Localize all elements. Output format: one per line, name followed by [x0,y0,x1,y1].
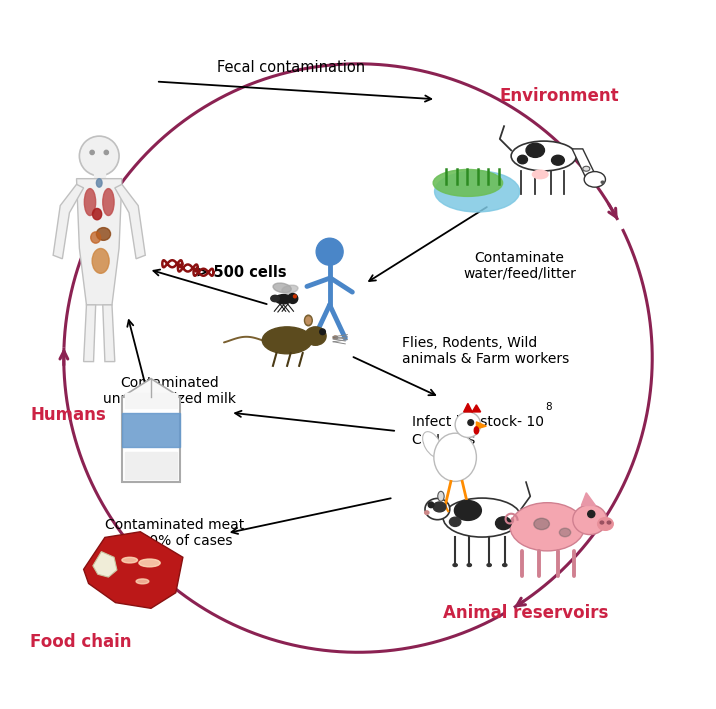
Text: Animal reservoirs: Animal reservoirs [443,604,609,623]
Ellipse shape [434,433,476,481]
Text: Contaminated
unpasteurized milk: Contaminated unpasteurized milk [103,376,236,406]
Ellipse shape [306,317,311,324]
Text: Contaminated meat
60-80% of cases: Contaminated meat 60-80% of cases [105,518,245,548]
Ellipse shape [583,166,590,172]
Ellipse shape [601,181,604,183]
Circle shape [588,510,595,518]
Ellipse shape [495,517,511,530]
Ellipse shape [511,141,576,171]
Ellipse shape [273,283,291,293]
Ellipse shape [435,444,464,464]
Ellipse shape [433,502,446,512]
Text: CFU cells: CFU cells [412,432,475,447]
Circle shape [90,150,95,155]
Ellipse shape [84,189,96,216]
Text: > 500 cells: > 500 cells [196,265,287,281]
Ellipse shape [97,228,110,240]
Polygon shape [53,184,84,259]
Ellipse shape [533,170,548,179]
Ellipse shape [467,564,471,566]
Ellipse shape [455,501,481,520]
Ellipse shape [122,557,137,563]
Polygon shape [84,532,183,608]
Ellipse shape [598,518,613,530]
Circle shape [316,238,343,265]
Ellipse shape [510,503,584,551]
Ellipse shape [304,315,312,325]
Circle shape [455,412,480,437]
Ellipse shape [425,510,429,515]
Ellipse shape [333,336,337,339]
Circle shape [79,136,119,176]
Circle shape [428,502,434,508]
Text: Contaminate
water/feed/litter: Contaminate water/feed/litter [463,251,576,281]
Ellipse shape [97,179,102,187]
Ellipse shape [559,528,571,537]
Polygon shape [464,403,480,412]
Ellipse shape [435,171,520,212]
Ellipse shape [103,189,114,216]
Ellipse shape [92,208,102,220]
Bar [94,157,105,177]
Ellipse shape [584,172,606,187]
Ellipse shape [262,327,312,354]
Ellipse shape [92,248,109,274]
Circle shape [468,420,473,425]
Polygon shape [122,379,180,397]
Ellipse shape [607,521,611,524]
Circle shape [288,294,298,303]
Ellipse shape [450,518,461,526]
Ellipse shape [136,579,149,584]
Polygon shape [115,184,145,259]
Ellipse shape [503,564,507,566]
Ellipse shape [275,295,292,304]
Ellipse shape [600,521,604,524]
Ellipse shape [139,559,160,567]
Polygon shape [77,179,122,305]
Text: Infect livestock- 10: Infect livestock- 10 [412,415,544,429]
Bar [125,452,177,479]
Circle shape [105,150,108,155]
Text: Flies, Rodents, Wild
animals & Farm workers: Flies, Rodents, Wild animals & Farm work… [402,336,569,366]
Ellipse shape [551,155,564,165]
Ellipse shape [443,498,521,537]
Polygon shape [572,149,595,176]
Ellipse shape [487,564,491,566]
Ellipse shape [573,505,607,535]
Text: 8: 8 [545,402,552,412]
Ellipse shape [91,232,101,243]
Circle shape [294,295,296,298]
FancyBboxPatch shape [122,397,180,482]
Text: Environment: Environment [500,86,619,105]
Ellipse shape [437,491,444,501]
Polygon shape [103,305,115,362]
Polygon shape [476,422,486,429]
Ellipse shape [518,155,528,164]
Bar [122,413,180,447]
Ellipse shape [425,498,450,520]
Ellipse shape [534,518,549,530]
Ellipse shape [453,564,458,566]
Ellipse shape [422,432,442,457]
Ellipse shape [305,327,326,345]
Text: Food chain: Food chain [31,632,132,651]
Ellipse shape [526,143,544,157]
Text: Humans: Humans [31,406,106,424]
Circle shape [320,329,325,335]
Ellipse shape [474,427,478,434]
Text: Fecal contamination: Fecal contamination [216,60,364,75]
Bar [125,393,177,408]
Ellipse shape [282,285,298,294]
Polygon shape [93,552,117,577]
Polygon shape [581,493,596,506]
Ellipse shape [271,296,279,302]
Polygon shape [84,305,96,362]
Ellipse shape [433,169,503,196]
